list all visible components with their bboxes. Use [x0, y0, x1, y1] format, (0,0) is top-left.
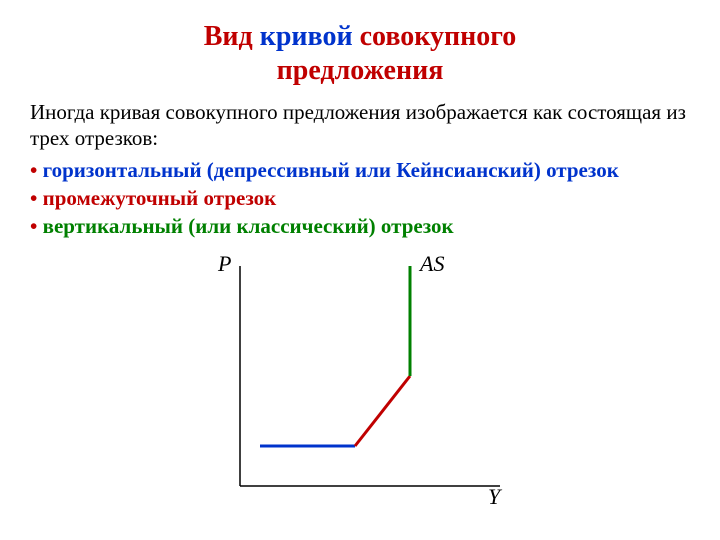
bullet-2: • промежуточный отрезок: [30, 184, 690, 212]
title-word-3: совокупного: [360, 21, 517, 52]
title-word-1: Вид: [204, 21, 253, 52]
bullet-mark: •: [30, 214, 37, 238]
curve-label: AS: [420, 251, 444, 277]
bullet-mark: •: [30, 158, 37, 182]
bullet-3: • вертикальный (или классический) отрезо…: [30, 212, 690, 240]
title-word-4: предложения: [277, 55, 444, 86]
intro-text: Иногда кривая совокупного предложения из…: [30, 99, 690, 152]
x-axis-label: Y: [488, 484, 500, 510]
bullet-1: • горизонтальный (депрессивный или Кейнс…: [30, 156, 690, 184]
page-title: Вид кривой совокупного предложения: [30, 20, 690, 87]
chart-svg: [190, 256, 530, 516]
bullet-1-text: горизонтальный (депрессивный или Кейнсиа…: [43, 158, 619, 182]
as-curve-chart: P Y AS: [190, 256, 530, 516]
bullet-mark: •: [30, 186, 37, 210]
bullet-2-text: промежуточный отрезок: [43, 186, 277, 210]
y-axis-label: P: [218, 251, 231, 277]
bullet-3-text: вертикальный (или классический) отрезок: [43, 214, 454, 238]
title-word-2: кривой: [260, 21, 353, 52]
